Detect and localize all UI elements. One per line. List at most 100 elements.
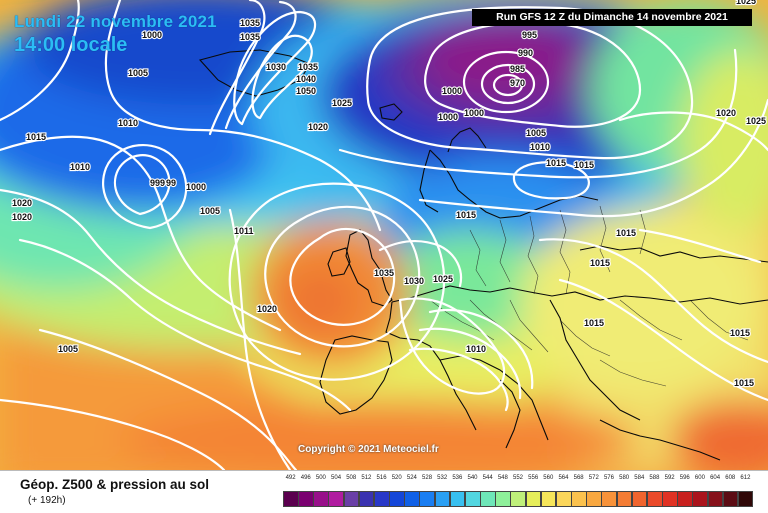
pressure-label: 1020 [716, 108, 736, 118]
color-scale: 492 496 500 504 508 512 516 520 524 528 532 536 540 5… [283, 475, 754, 509]
scale-tick-label: 500 [315, 475, 326, 481]
run-info: Run GFS 12 Z du Dimanche 14 novembre 202… [472, 9, 752, 26]
scale-tick-label: 580 [619, 475, 630, 481]
scale-swatch [328, 491, 345, 507]
pressure-label: 1040 [296, 74, 316, 84]
scale-swatch [646, 491, 663, 507]
scale-tick-label: 544 [482, 475, 493, 481]
scale-tick-label: 528 [422, 475, 433, 481]
pressure-label: 1011 [234, 226, 254, 236]
scale-swatch [631, 491, 648, 507]
pressure-labels: 1035 1035 1005 1000 1010 1015 1010 1020 1020 1030… [11, 0, 767, 389]
scale-swatch [571, 491, 587, 507]
scale-swatch [389, 491, 405, 507]
scale-swatch [313, 491, 329, 507]
scale-swatch [707, 491, 724, 507]
pressure-label: 1020 [12, 198, 32, 208]
forecast-time: 14:00 locale [14, 34, 128, 56]
geopotential-field [0, 0, 768, 470]
scale-swatch [298, 491, 314, 507]
pressure-label: 1000 [464, 108, 484, 118]
pressure-label: 1025 [433, 274, 453, 284]
pressure-label: 1005 [526, 128, 546, 138]
pressure-label: 1010 [530, 142, 550, 152]
pressure-label: 1005 [58, 344, 78, 354]
scale-tick-label: 572 [588, 475, 599, 481]
scale-swatch [510, 491, 527, 507]
scale-swatch [404, 491, 420, 507]
scale-tick-label: 564 [558, 475, 569, 481]
scale-tick-label: 588 [649, 475, 660, 481]
copyright-notice: Copyright © 2021 Meteociel.fr [298, 444, 439, 455]
pressure-label: 1010 [466, 344, 486, 354]
pressure-label: 1015 [456, 210, 476, 220]
pressure-label: 1025 [332, 98, 352, 108]
scale-tick-label: 604 [710, 475, 721, 481]
forecast-date: Lundi 22 novembre 2021 [14, 12, 217, 31]
scale-swatch [495, 491, 511, 507]
pressure-label: 1000 [442, 86, 462, 96]
scale-swatch [616, 491, 633, 507]
scale-swatch [722, 491, 739, 507]
scale-tick-label: 596 [679, 475, 690, 481]
isobars [0, 0, 768, 470]
scale-tick-label: 592 [664, 475, 675, 481]
pressure-label: 99 [166, 178, 176, 188]
scale-swatch [692, 491, 708, 507]
scale-swatch [419, 491, 436, 507]
pressure-label: 1010 [70, 162, 90, 172]
scale-tick-label: 568 [573, 475, 584, 481]
pressure-label: 1035 [240, 32, 260, 42]
scale-tick-label: 524 [406, 475, 417, 481]
pressure-label: 1015 [574, 160, 594, 170]
scale-swatch [555, 491, 572, 507]
pressure-label: 1025 [746, 116, 766, 126]
scale-tick-label: 504 [331, 475, 342, 481]
pressure-label: 1000 [438, 112, 458, 122]
scale-tick-label: 512 [361, 475, 372, 481]
scale-tick-label: 496 [300, 475, 311, 481]
scale-tick-label: 548 [497, 475, 508, 481]
pressure-label: 990 [518, 48, 533, 58]
pressure-label: 1025 [736, 0, 756, 6]
scale-swatch [358, 491, 375, 507]
pressure-label: 1015 [730, 328, 750, 338]
scale-tick-label: 536 [452, 475, 463, 481]
scale-tick-label: 556 [528, 475, 539, 481]
scale-tick-label: 612 [740, 475, 751, 481]
pressure-label: 1015 [590, 258, 610, 268]
scale-tick-label: 492 [285, 475, 296, 481]
scale-tick-label: 600 [694, 475, 705, 481]
scale-swatch [480, 491, 496, 507]
pressure-label: 1030 [266, 62, 286, 72]
scale-swatch [283, 491, 299, 507]
scale-tick-label: 540 [467, 475, 478, 481]
scale-swatch [373, 491, 390, 507]
pressure-label: 970 [510, 78, 525, 88]
pressure-label: 1015 [546, 158, 566, 168]
scale-swatch [434, 491, 451, 507]
legend-footer: Géop. Z500 & pression au sol (+ 192h) 49… [0, 470, 768, 513]
pressure-label: 1000 [142, 30, 162, 40]
geopotential-map: 1035 1035 1005 1000 1010 1015 1010 1020 1020 1030… [0, 0, 768, 470]
scale-tick-label: 516 [376, 475, 387, 481]
scale-swatch [449, 491, 466, 507]
pressure-label: 1015 [734, 378, 754, 388]
pressure-label: 999 [150, 178, 165, 188]
scale-swatch [601, 491, 618, 507]
pressure-label: 1020 [308, 122, 328, 132]
pressure-label: 1050 [296, 86, 316, 96]
map-title: Géop. Z500 & pression au sol [20, 477, 210, 492]
pressure-label: 1015 [616, 228, 636, 238]
forecast-offset: (+ 192h) [28, 495, 66, 506]
pressure-label: 1015 [26, 132, 46, 142]
pressure-label: 1035 [240, 18, 260, 28]
scale-tick-label: 560 [543, 475, 554, 481]
pressure-label: 1000 [186, 182, 206, 192]
scale-swatch [586, 491, 602, 507]
scale-swatch [343, 491, 360, 507]
weather-map: 1035 1035 1005 1000 1010 1015 1010 1020 1020 1030… [0, 0, 768, 470]
scale-swatch [464, 491, 481, 507]
pressure-label: 1005 [128, 68, 148, 78]
